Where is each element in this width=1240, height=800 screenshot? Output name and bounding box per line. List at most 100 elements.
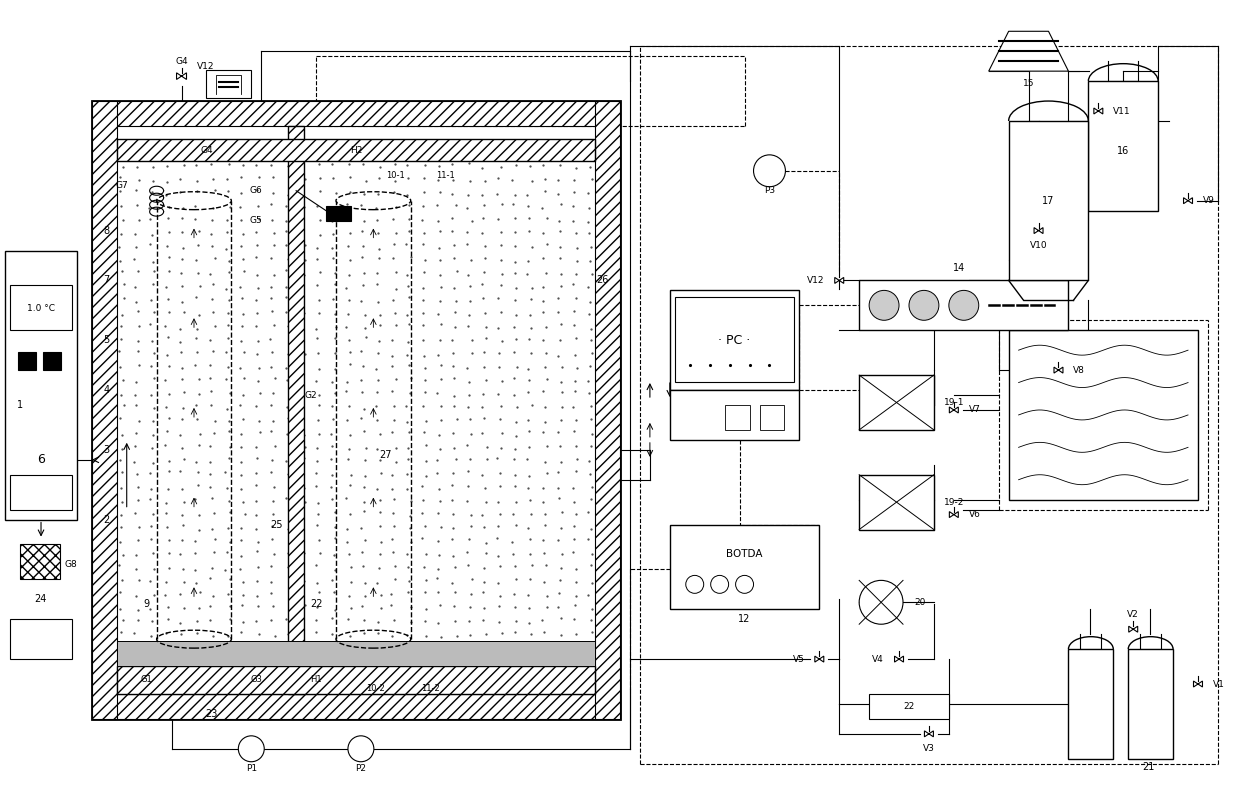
- Text: V8: V8: [1074, 366, 1085, 374]
- Bar: [92, 101, 117, 719]
- Text: V3: V3: [923, 744, 935, 754]
- Text: G2: G2: [305, 390, 317, 399]
- Text: 2: 2: [104, 514, 110, 525]
- Text: 23: 23: [206, 709, 217, 719]
- Text: 26: 26: [596, 275, 609, 286]
- Text: G8: G8: [64, 560, 78, 569]
- Bar: [1128, 649, 1173, 758]
- Bar: [1069, 649, 1114, 758]
- Text: V7: V7: [968, 406, 981, 414]
- Text: 17: 17: [1043, 196, 1055, 206]
- Bar: [206, 70, 252, 98]
- Bar: [670, 290, 800, 390]
- Bar: [1008, 330, 1198, 500]
- Bar: [675, 298, 795, 382]
- Bar: [10, 619, 72, 659]
- Polygon shape: [925, 731, 934, 737]
- Bar: [670, 525, 820, 610]
- Bar: [859, 474, 934, 530]
- Text: 1: 1: [17, 400, 24, 410]
- Text: 25: 25: [270, 519, 283, 530]
- Text: 3: 3: [104, 445, 110, 455]
- Bar: [859, 281, 1069, 330]
- Polygon shape: [835, 278, 843, 283]
- Text: 21: 21: [1142, 762, 1154, 772]
- Text: 12: 12: [738, 614, 750, 624]
- Bar: [92, 101, 620, 126]
- Circle shape: [909, 290, 939, 320]
- Text: 10-2: 10-2: [367, 685, 386, 694]
- Circle shape: [859, 580, 903, 624]
- Bar: [5, 250, 77, 519]
- Bar: [326, 206, 351, 221]
- Text: · PC ·: · PC ·: [718, 334, 750, 346]
- Text: BOTDA: BOTDA: [727, 550, 763, 559]
- Text: V6: V6: [968, 510, 981, 519]
- Polygon shape: [1183, 198, 1193, 204]
- Polygon shape: [894, 656, 904, 662]
- Polygon shape: [176, 73, 186, 79]
- Text: G4: G4: [175, 57, 187, 66]
- Bar: [869, 694, 949, 719]
- Circle shape: [869, 290, 899, 320]
- Bar: [20, 545, 60, 579]
- Bar: [92, 694, 620, 719]
- Text: 22: 22: [904, 702, 915, 711]
- Text: 5: 5: [104, 335, 110, 346]
- Text: G7: G7: [115, 182, 128, 190]
- Text: 6: 6: [37, 454, 45, 466]
- Bar: [288, 126, 304, 694]
- Text: 20: 20: [914, 598, 925, 606]
- Text: 24: 24: [33, 594, 46, 604]
- Text: 1.0 °C: 1.0 °C: [27, 304, 55, 313]
- Text: 9: 9: [144, 599, 150, 610]
- Text: G1: G1: [141, 674, 153, 683]
- Bar: [10, 286, 72, 330]
- Circle shape: [949, 290, 978, 320]
- Polygon shape: [988, 31, 1069, 71]
- Polygon shape: [815, 656, 823, 662]
- Text: 8: 8: [104, 226, 110, 235]
- Circle shape: [348, 736, 373, 762]
- Text: 19-2: 19-2: [944, 498, 963, 507]
- Bar: [595, 101, 620, 719]
- Text: V12: V12: [807, 276, 825, 285]
- Polygon shape: [1054, 367, 1063, 373]
- Bar: [117, 666, 595, 694]
- Bar: [1008, 121, 1089, 281]
- Text: G4: G4: [200, 146, 213, 155]
- Text: 10-1: 10-1: [387, 171, 405, 180]
- Text: 27: 27: [379, 450, 392, 460]
- Text: G3: G3: [250, 674, 262, 683]
- Text: 15: 15: [1023, 78, 1034, 88]
- Text: 7: 7: [104, 275, 110, 286]
- Text: P2: P2: [356, 764, 366, 774]
- Text: V10: V10: [1029, 241, 1048, 250]
- Text: G5: G5: [250, 216, 263, 225]
- Text: 16: 16: [1117, 146, 1130, 156]
- Bar: [1089, 81, 1158, 210]
- Circle shape: [754, 155, 785, 186]
- Text: P1: P1: [246, 764, 257, 774]
- Text: H1: H1: [310, 674, 322, 683]
- Bar: [859, 375, 934, 430]
- Polygon shape: [1128, 626, 1137, 632]
- Bar: [10, 474, 72, 510]
- Text: P3: P3: [764, 186, 775, 195]
- Bar: [670, 390, 800, 440]
- Text: V5: V5: [792, 654, 805, 663]
- Polygon shape: [1194, 681, 1203, 687]
- Polygon shape: [950, 407, 959, 413]
- Text: 11-2: 11-2: [422, 685, 440, 694]
- Text: V1: V1: [1213, 679, 1225, 689]
- Text: V2: V2: [1127, 610, 1140, 618]
- Text: 11-1: 11-1: [436, 171, 455, 180]
- Polygon shape: [950, 512, 959, 518]
- Bar: [43, 352, 61, 370]
- Text: 4: 4: [104, 385, 110, 395]
- Text: V4: V4: [872, 654, 884, 663]
- Bar: [117, 139, 595, 161]
- Text: 14: 14: [952, 263, 965, 274]
- Bar: [760, 405, 785, 430]
- Polygon shape: [1094, 108, 1102, 114]
